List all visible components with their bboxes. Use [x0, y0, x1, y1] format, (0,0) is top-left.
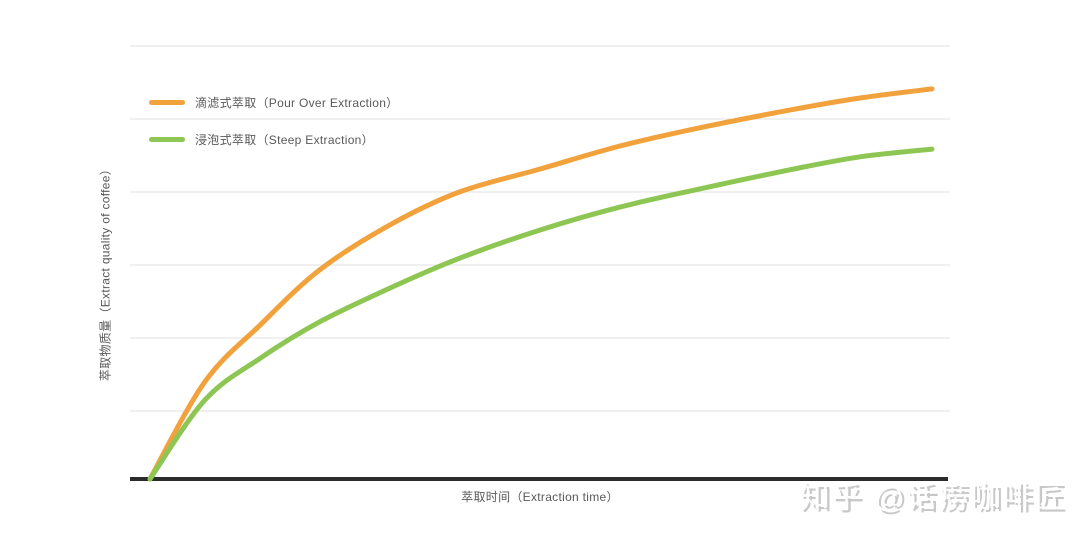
legend-label-steep: 浸泡式萃取（Steep Extraction） [195, 132, 374, 147]
legend-swatch-steep [149, 136, 185, 142]
legend-swatch-pour-over [149, 99, 185, 105]
legend-item-steep: 浸泡式萃取（Steep Extraction） [149, 129, 374, 149]
x-axis-label: 萃取时间（Extraction time） [461, 490, 619, 504]
legend-label-pour-over: 滴滤式萃取（Pour Over Extraction） [195, 95, 399, 110]
legend-item-pour-over: 滴滤式萃取（Pour Over Extraction） [149, 92, 398, 112]
watermark-zhihu: 知乎 @话痨咖啡匠 [799, 481, 1066, 514]
y-axis-label: 萃取物质量（Extract quality of coffee） [98, 162, 113, 382]
